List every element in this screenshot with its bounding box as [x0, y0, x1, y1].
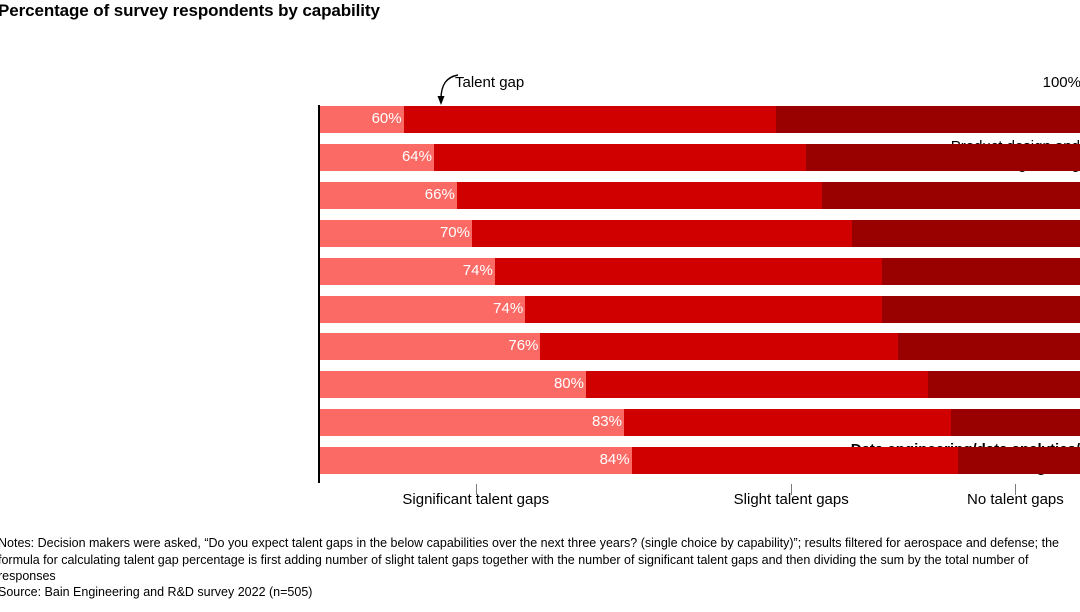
bar-segment-slight — [403, 106, 776, 133]
bar-value-label: 84% — [599, 451, 630, 469]
talent-gap-arrow-icon — [437, 74, 459, 105]
bar-row: Application development70% — [0, 219, 1080, 247]
talent-gap-label: Talent gap — [455, 74, 525, 91]
bar-segment-significant — [320, 181, 457, 209]
source-text: Source: Bain Engineering and R&D survey … — [0, 585, 313, 599]
notes-text: Notes: Decision makers were asked, “Do y… — [0, 536, 1063, 584]
page-title: Percentage of survey respondents by capa… — [0, 1, 380, 20]
bar-segment-none — [950, 409, 1080, 437]
bar-segment-slight — [631, 447, 959, 475]
bar-segment-significant — [320, 371, 586, 399]
bar-segment-slight — [525, 295, 883, 323]
x-axis-tick — [791, 484, 793, 495]
bar-row: Embedded software development76% — [0, 333, 1080, 361]
bar-value-label: 83% — [591, 413, 622, 431]
bar-row: Testing/simulation/compliance60% — [0, 106, 1080, 133]
stacked-bar — [320, 333, 1080, 361]
bar-value-label: 64% — [401, 147, 432, 165]
bar-segment-slight — [434, 143, 807, 171]
bar-segment-significant — [320, 143, 434, 171]
bar-row: Cloud/infrastructure74% — [0, 295, 1080, 323]
bar-value-label: 60% — [371, 110, 402, 127]
bar-value-label: 74% — [462, 261, 493, 279]
bar-segment-none — [882, 295, 1080, 323]
stacked-bar — [320, 219, 1080, 247]
bar-row: Internet of Things and connectivity80% — [0, 371, 1080, 399]
x-axis-tick — [1015, 484, 1017, 495]
bar-value-label: 80% — [553, 375, 584, 393]
x-axis-tick — [475, 484, 477, 495]
bar-segment-significant — [320, 219, 472, 247]
bar-segment-none — [928, 371, 1080, 399]
bar-value-label: 66% — [424, 185, 455, 203]
stacked-bar — [320, 371, 1080, 399]
bar-segment-slight — [456, 181, 822, 209]
bar-segment-slight — [586, 371, 928, 399]
bar-row: Product design andmechanical engineering… — [0, 138, 1080, 173]
x-axis-category-label: No talent gaps — [967, 491, 1064, 508]
stacked-bar — [320, 409, 1080, 437]
bar-segment-none — [897, 333, 1080, 361]
x-axis-category-label: Slight talent gaps — [733, 491, 849, 508]
bar-row: Manufacturing operations/automation66% — [0, 181, 1080, 209]
y-axis-line — [318, 105, 320, 483]
x-axis-category-label: Significant talent gaps — [402, 491, 550, 508]
bar-segment-slight — [472, 219, 852, 247]
bar-segment-none — [852, 219, 1080, 247]
bar-value-label: 74% — [493, 299, 524, 317]
stacked-bar — [320, 106, 1080, 133]
bar-segment-none — [821, 181, 1080, 209]
bar-segment-none — [958, 447, 1080, 475]
bar-segment-significant — [320, 447, 632, 475]
bar-row: Data engineering/data analytics/artifici… — [0, 441, 1080, 476]
axis-max-label: 100% — [1042, 74, 1080, 91]
stacked-bar — [320, 257, 1080, 285]
bar-segment-slight — [624, 409, 951, 437]
stacked-bar — [320, 295, 1080, 323]
bar-segment-significant — [320, 257, 495, 285]
bar-value-label: 76% — [508, 337, 539, 355]
bar-value-label: 70% — [439, 223, 470, 241]
bar-row: Cybersecurity83% — [0, 409, 1080, 437]
bar-segment-slight — [540, 333, 898, 361]
bar-segment-none — [882, 257, 1080, 285]
bar-row: System engineering74% — [0, 257, 1080, 285]
stacked-bar — [320, 143, 1080, 171]
bar-segment-none — [776, 106, 1080, 133]
bar-segment-slight — [494, 257, 883, 285]
bar-segment-significant — [320, 333, 541, 361]
bar-segment-significant — [320, 106, 404, 133]
bar-segment-none — [806, 143, 1080, 171]
stacked-bar — [320, 181, 1080, 209]
bar-segment-significant — [320, 295, 526, 323]
bar-segment-significant — [320, 409, 624, 437]
stacked-bar — [320, 447, 1080, 475]
